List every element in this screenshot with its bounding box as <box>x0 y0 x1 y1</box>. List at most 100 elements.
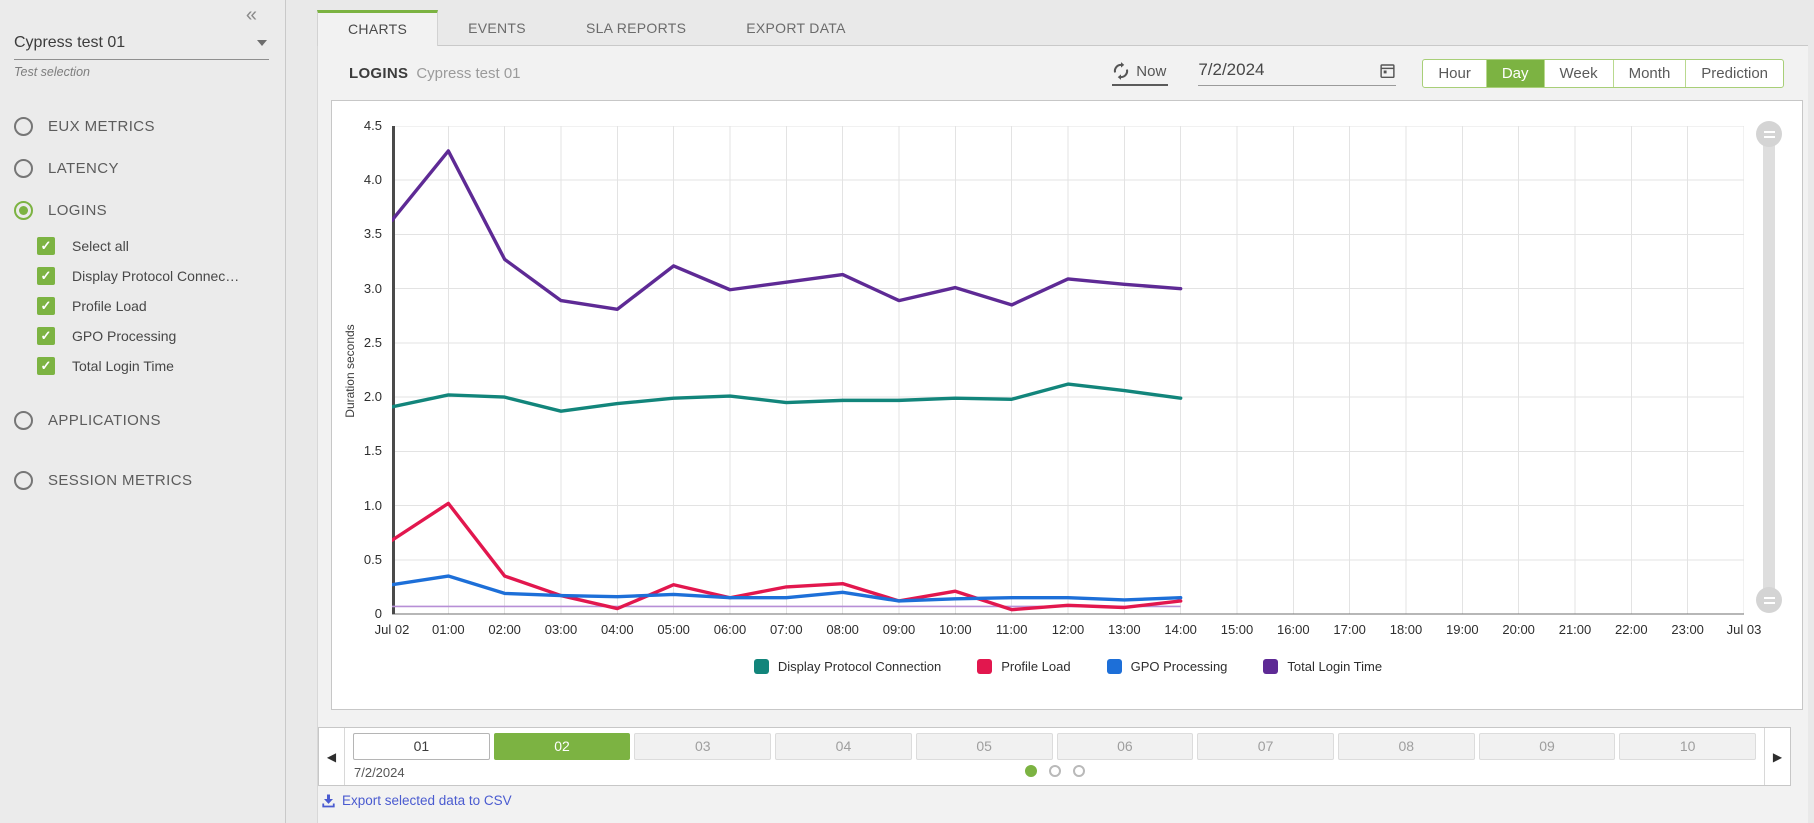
sidebar-check-gpo-processing[interactable]: ✓ GPO Processing <box>37 321 285 351</box>
prev-day-button[interactable]: ◀ <box>319 728 345 785</box>
legend-swatch-icon <box>977 659 993 674</box>
chart-header: LOGINS Cypress test 01 Now 7/2/2024 <box>318 46 1808 100</box>
day-button-08[interactable]: 08 <box>1337 733 1475 760</box>
slider-handle-bottom[interactable] <box>1756 587 1782 613</box>
sidebar-check-profile-load[interactable]: ✓ Profile Load <box>37 291 285 321</box>
refresh-now-button[interactable]: Now <box>1112 60 1169 86</box>
day-button-10[interactable]: 10 <box>1619 733 1757 760</box>
sidebar-item-applications[interactable]: APPLICATIONS <box>14 399 285 441</box>
x-tick-label: 17:00 <box>1333 622 1366 637</box>
legend-swatch-icon <box>753 659 769 674</box>
test-select-label: Test selection <box>14 65 90 79</box>
y-tick-label: 0.5 <box>363 551 382 567</box>
checkbox-checked-icon[interactable]: ✓ <box>37 357 55 375</box>
sidebar-check-total-login-time[interactable]: ✓ Total Login Time <box>37 351 285 381</box>
range-button-hour[interactable]: Hour <box>1438 64 1471 82</box>
export-csv-label: Export selected data to CSV <box>342 793 512 808</box>
x-tick-label: 22:00 <box>1615 622 1648 637</box>
range-button-month[interactable]: Month <box>1612 59 1686 87</box>
x-tick-label: 12:00 <box>1051 622 1085 637</box>
download-icon <box>322 794 335 808</box>
page-dot-2[interactable] <box>1048 765 1061 777</box>
vertical-range-slider <box>1756 121 1782 613</box>
page-title: LOGINS <box>349 64 409 82</box>
now-label: Now <box>1136 62 1167 80</box>
day-button-02[interactable]: 02 <box>493 733 631 760</box>
chart-card: Duration seconds 0 0.5 1.0 1.5 2.0 2.5 3.0 3.5 4… <box>331 100 1803 710</box>
day-button-06[interactable]: 06 <box>1056 733 1194 760</box>
radio-icon <box>14 158 33 178</box>
day-button-05[interactable]: 05 <box>915 733 1053 760</box>
day-button-04[interactable]: 04 <box>775 733 912 760</box>
sidebar-check-display-protocol-connec[interactable]: ✓ Display Protocol Connec… <box>37 261 285 291</box>
x-tick-label: 23:00 <box>1671 622 1704 637</box>
x-tick-label: 16:00 <box>1277 622 1310 637</box>
tab-bar: CHARTS EVENTS SLA REPORTS EXPORT DATA <box>317 10 1808 46</box>
slider-track[interactable] <box>1763 129 1775 605</box>
page-dot-1[interactable] <box>1024 765 1037 777</box>
tab-charts[interactable]: CHARTS <box>317 10 439 46</box>
y-tick-label: 1.0 <box>363 497 382 513</box>
line-chart <box>392 126 1744 615</box>
tab-events[interactable]: EVENTS <box>468 20 526 36</box>
tab-export-data[interactable]: EXPORT DATA <box>746 20 846 36</box>
legend-item-gpo-processing[interactable]: GPO Processing <box>1106 659 1227 674</box>
day-buttons: 01 02 03 04 05 06 07 08 09 10 <box>353 733 1757 760</box>
checkbox-checked-icon[interactable]: ✓ <box>37 267 55 285</box>
y-tick-label: 0 <box>374 606 382 621</box>
page-dot-3[interactable] <box>1072 765 1085 777</box>
x-axis-labels: Jul 02 01:00 02:00 03:00 04:00 05:00 06:00 07:0… <box>375 622 1762 640</box>
day-strip: ◀ 01 02 03 04 05 06 07 08 09 10 7/2/2024 ▶ <box>318 727 1791 786</box>
day-strip-bottom: 7/2/2024 <box>353 760 1756 784</box>
sidebar: « Cypress test 01 Test selection EUX MET… <box>0 0 286 823</box>
sidebar-check-select-all[interactable]: ✓ Select all <box>37 231 285 261</box>
calendar-icon <box>1380 63 1395 78</box>
range-button-day[interactable]: Day <box>1485 59 1544 87</box>
chart-legend: Display Protocol Connection Profile Load G… <box>392 659 1744 674</box>
sidebar-item-logins[interactable]: LOGINS <box>14 189 285 231</box>
radio-icon <box>14 200 33 220</box>
radio-icon <box>14 470 33 490</box>
x-tick-label: Jul 03 <box>1726 622 1762 637</box>
x-tick-label: 13:00 <box>1108 622 1141 637</box>
page-dots <box>1024 765 1085 777</box>
x-tick-label: 07:00 <box>770 622 803 637</box>
y-tick-label: 3.5 <box>363 226 382 242</box>
x-tick-label: 01:00 <box>432 622 465 637</box>
x-tick-label: 18:00 <box>1389 622 1423 637</box>
x-tick-label: Jul 02 <box>374 622 410 637</box>
y-tick-label: 4.0 <box>363 172 382 188</box>
sidebar-item-eux-metrics[interactable]: EUX METRICS <box>14 105 285 147</box>
sidebar-item-latency[interactable]: LATENCY <box>14 147 285 189</box>
legend-item-display-protocol-connection[interactable]: Display Protocol Connection <box>753 659 941 674</box>
day-button-01[interactable]: 01 <box>353 733 490 760</box>
slider-handle-top[interactable] <box>1756 121 1782 147</box>
x-tick-label: 20:00 <box>1502 622 1535 637</box>
range-button-group: Hour Day Week Month Prediction <box>1422 58 1784 88</box>
x-tick-label: 14:00 <box>1164 622 1197 637</box>
next-day-button[interactable]: ▶ <box>1764 728 1790 785</box>
x-tick-label: 08:00 <box>826 622 859 637</box>
y-tick-label: 1.5 <box>363 443 382 459</box>
export-csv-link[interactable]: Export selected data to CSV <box>321 793 512 808</box>
series-line-total-login-time <box>392 149 1183 311</box>
checkbox-checked-icon[interactable]: ✓ <box>37 237 55 255</box>
tab-sla-reports[interactable]: SLA REPORTS <box>585 20 687 36</box>
legend-item-profile-load[interactable]: Profile Load <box>977 659 1071 674</box>
legend-item-total-login-time[interactable]: Total Login Time <box>1263 659 1382 674</box>
y-tick-label: 3.0 <box>363 280 382 296</box>
date-field[interactable]: 7/2/2024 <box>1198 60 1397 86</box>
day-button-07[interactable]: 07 <box>1197 733 1334 760</box>
day-button-03[interactable]: 03 <box>634 733 772 760</box>
sidebar-item-session-metrics[interactable]: SESSION METRICS <box>14 459 285 501</box>
range-button-week[interactable]: Week <box>1543 59 1613 87</box>
y-tick-label: 4.5 <box>363 118 382 133</box>
day-strip-main: 01 02 03 04 05 06 07 08 09 10 7/2/2024 <box>345 728 1764 785</box>
range-button-prediction[interactable]: Prediction <box>1685 59 1783 87</box>
checkbox-checked-icon[interactable]: ✓ <box>37 327 55 345</box>
test-select-dropdown[interactable]: Cypress test 01 <box>14 34 269 60</box>
day-button-09[interactable]: 09 <box>1478 733 1616 760</box>
checkbox-checked-icon[interactable]: ✓ <box>37 297 55 315</box>
collapse-sidebar-icon[interactable]: « <box>245 4 257 26</box>
